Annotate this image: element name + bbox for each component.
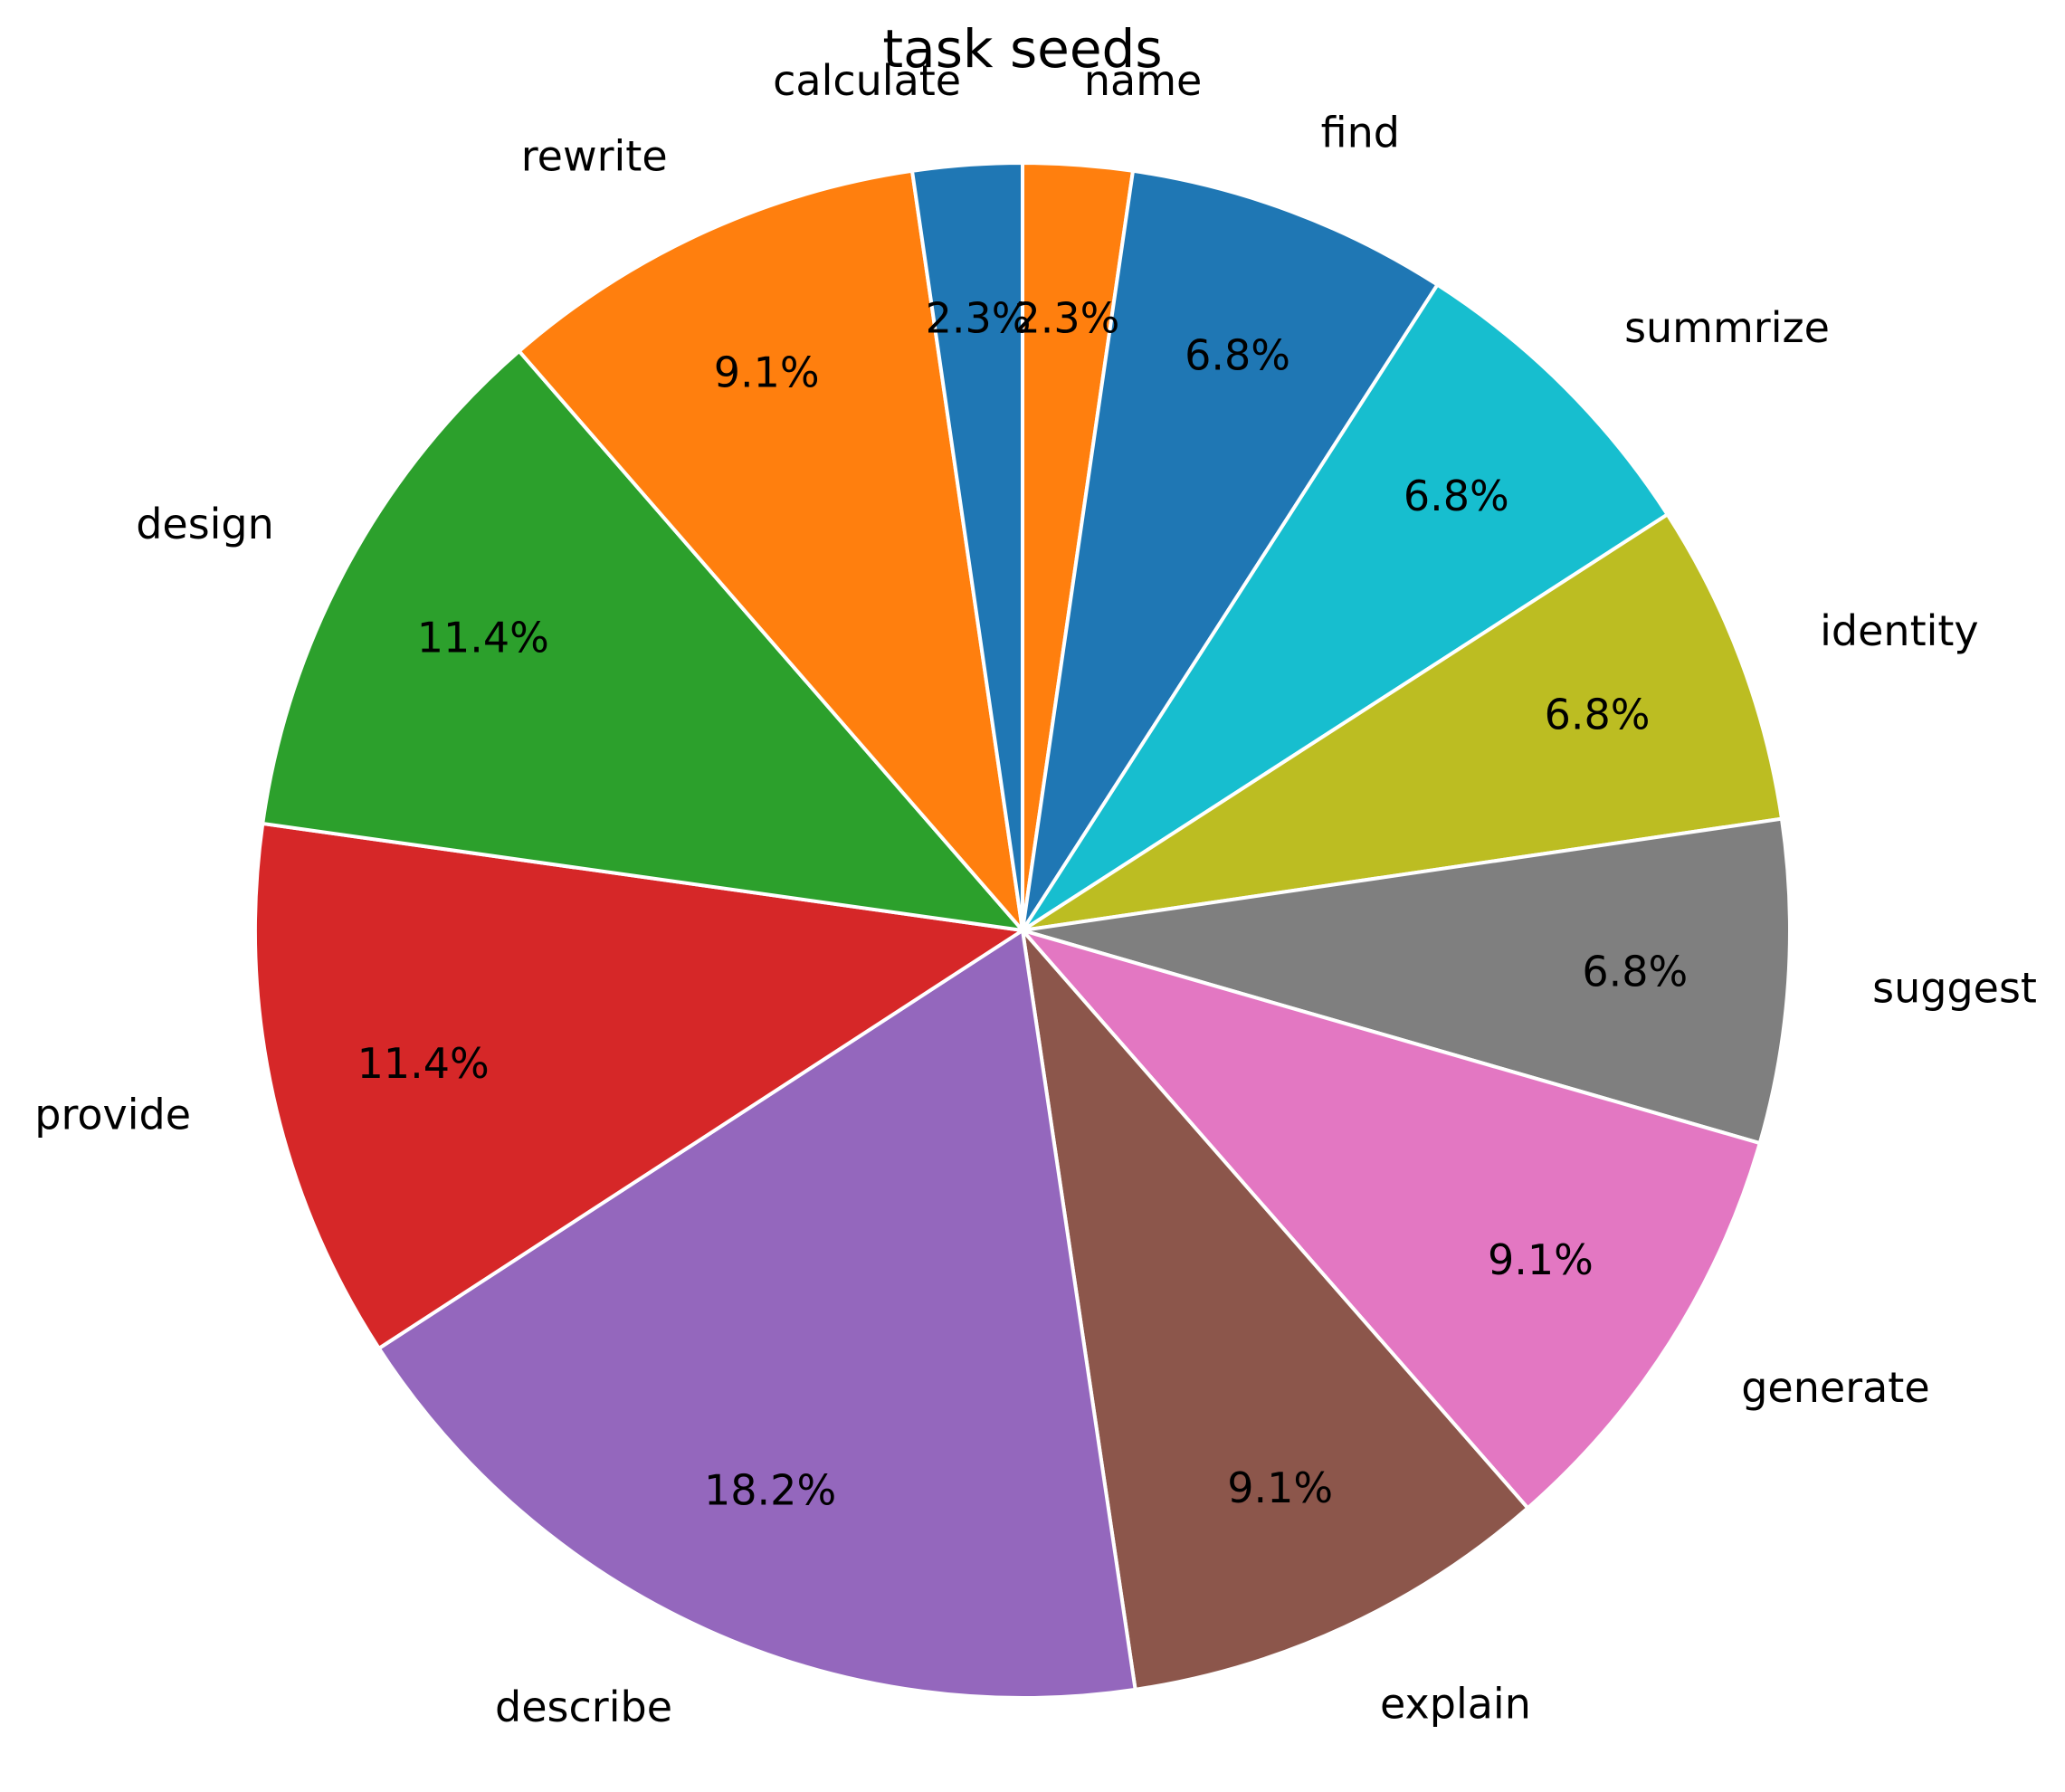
pct-label-design: 11.4%: [417, 613, 549, 662]
slice-label-describe: describe: [495, 1682, 672, 1731]
pct-label-suggest: 6.8%: [1582, 948, 1688, 996]
pct-label-find: 6.8%: [1185, 331, 1290, 380]
pct-label-rewrite: 9.1%: [714, 348, 820, 396]
pie-slice-explain: [1020, 924, 1531, 1692]
slice-label-suggest: suggest: [1872, 963, 2037, 1012]
slice-label-identity: identity: [1820, 606, 1979, 655]
pie-slice-find: [1021, 168, 1441, 932]
pct-label-calculate: 2.3%: [926, 293, 1032, 342]
pie-slices: [253, 160, 1792, 1700]
slice-label-find: find: [1321, 108, 1400, 157]
pie-slice-describe: [376, 927, 1137, 1700]
pie-slice-summrize: [1021, 281, 1670, 932]
pct-label-name: 2.3%: [1013, 293, 1119, 342]
slice-label-generate: generate: [1741, 1363, 1929, 1412]
slice-label-explain: explain: [1380, 1679, 1531, 1728]
slice-label-name: name: [1084, 56, 1202, 105]
pct-label-explain: 9.1%: [1227, 1463, 1333, 1512]
pct-label-summrize: 6.8%: [1404, 472, 1509, 520]
slice-label-design: design: [136, 500, 274, 548]
slice-label-calculate: calculate: [773, 56, 961, 105]
pct-label-provide: 11.4%: [357, 1039, 490, 1088]
pie-labels: 2.3% name 6.8% find 6.8% summrize 6.8% identity…: [34, 56, 2037, 1731]
pie-slice-identity: [1021, 511, 1784, 932]
slice-label-provide: provide: [34, 1091, 191, 1139]
pie-slice-design: [260, 348, 1028, 933]
pie-slice-rewrite: [516, 168, 1025, 937]
pie-slice-calculate: [909, 160, 1024, 931]
pie-slice-generate: [1017, 927, 1763, 1511]
pct-label-describe: 18.2%: [704, 1465, 836, 1514]
chart-title: task seeds: [882, 18, 1162, 80]
slice-label-rewrite: rewrite: [521, 131, 668, 180]
pct-label-generate: 9.1%: [1488, 1235, 1594, 1284]
pie-slice-suggest: [1022, 816, 1792, 1146]
slice-label-summrize: summrize: [1624, 303, 1830, 352]
pie-slice-provide: [253, 821, 1028, 1351]
pct-label-identity: 6.8%: [1545, 690, 1651, 739]
